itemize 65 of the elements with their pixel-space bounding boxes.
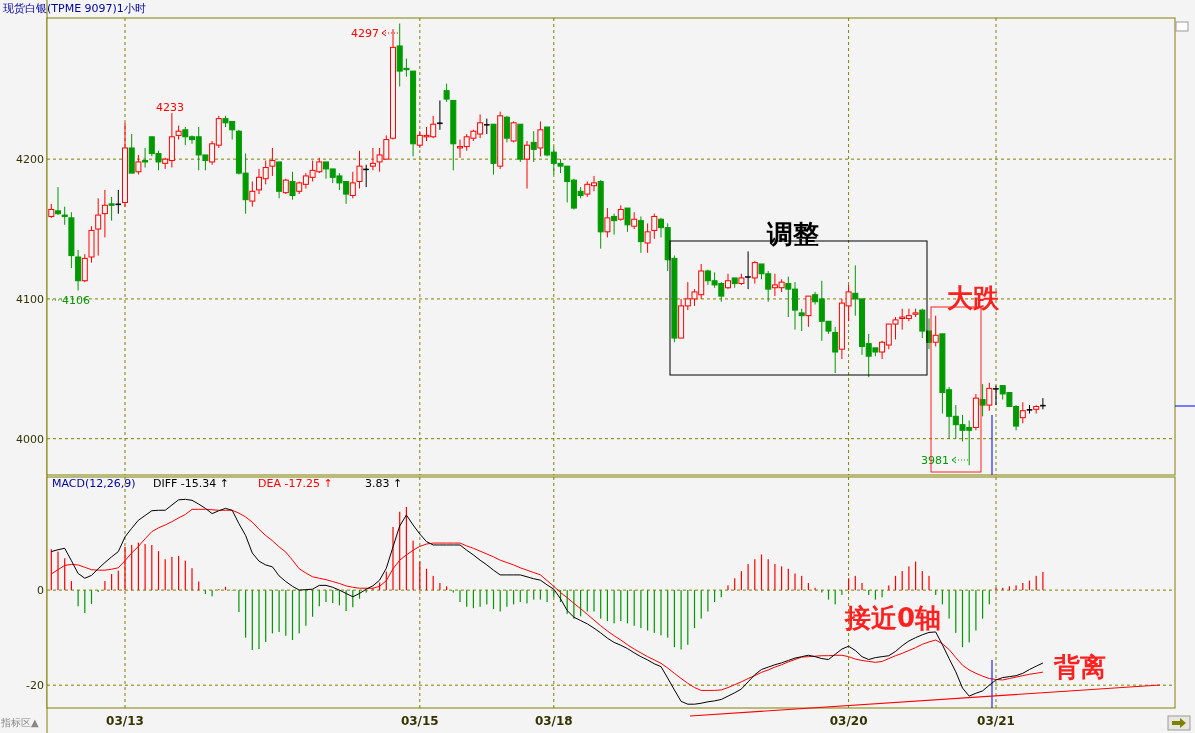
candlestick	[289, 171, 296, 201]
candlestick	[101, 189, 108, 238]
candlestick	[61, 206, 68, 226]
chart-title: MACD(12,26,9)	[52, 477, 136, 490]
candlestick	[986, 382, 993, 412]
annotation: 调整	[766, 219, 819, 249]
candlestick	[55, 186, 61, 216]
candlestick	[537, 120, 544, 157]
x-tick-label: 03/13	[106, 714, 144, 728]
candlestick	[932, 315, 939, 347]
annotation: DIFF -15.34 ↑	[153, 477, 230, 490]
candlestick	[524, 140, 530, 189]
y-tick-label: 0	[37, 584, 44, 598]
text: 背离	[1053, 652, 1106, 682]
candlestick	[805, 295, 812, 328]
candlestick	[624, 207, 631, 233]
candlestick	[1040, 397, 1046, 410]
annotation: 3.83 ↑	[365, 477, 403, 490]
candlestick	[611, 213, 618, 236]
x-tick-label: 03/20	[829, 714, 868, 728]
candlestick	[81, 253, 88, 283]
candlestick	[604, 207, 611, 238]
text: 指标区▲	[0, 717, 39, 728]
candlestick	[115, 189, 122, 215]
candlestick	[644, 222, 651, 254]
candlestick	[798, 308, 805, 332]
annotation: 大跌	[947, 283, 1000, 313]
candlestick	[142, 147, 149, 169]
candlestick	[95, 197, 102, 257]
y-tick-label: 4200	[16, 153, 44, 167]
candlestick	[832, 326, 839, 374]
candlestick	[503, 115, 510, 143]
candlestick	[135, 154, 142, 176]
candlestick	[530, 130, 537, 163]
candlestick	[269, 147, 276, 177]
candlestick	[437, 99, 443, 131]
candlestick	[249, 181, 256, 208]
y-tick-label: 4100	[16, 292, 44, 306]
candlestick	[745, 250, 751, 290]
annotation: 3981	[921, 454, 949, 467]
annotation: 4233	[156, 101, 184, 114]
annotation: 接近0轴	[843, 603, 942, 633]
candlestick	[363, 164, 369, 188]
candlestick	[356, 150, 363, 189]
candlestick	[919, 308, 926, 339]
candlestick	[637, 215, 644, 254]
y-tick-label: -20	[26, 679, 44, 693]
x-tick-label: 03/21	[977, 714, 1015, 728]
annotation: 4297	[351, 27, 379, 40]
candlestick	[369, 147, 376, 171]
x-tick-label: 03/18	[534, 714, 573, 728]
candlestick	[349, 171, 356, 199]
candlestick	[443, 83, 450, 103]
candlestick	[751, 260, 758, 285]
annotation: DEA -17.25 ↑	[258, 477, 333, 490]
candlestick	[75, 249, 82, 292]
candlestick	[651, 213, 658, 240]
annotation: 4106	[62, 294, 90, 307]
candlestick	[108, 196, 115, 222]
candlestick	[725, 273, 731, 290]
x-tick-label: 03/15	[400, 714, 439, 728]
y-tick-label: 4000	[16, 432, 44, 446]
candlestick	[993, 385, 999, 406]
candlestick	[1019, 401, 1026, 424]
chart-title: 现货白银(TPME 9097)1小时	[3, 2, 146, 15]
